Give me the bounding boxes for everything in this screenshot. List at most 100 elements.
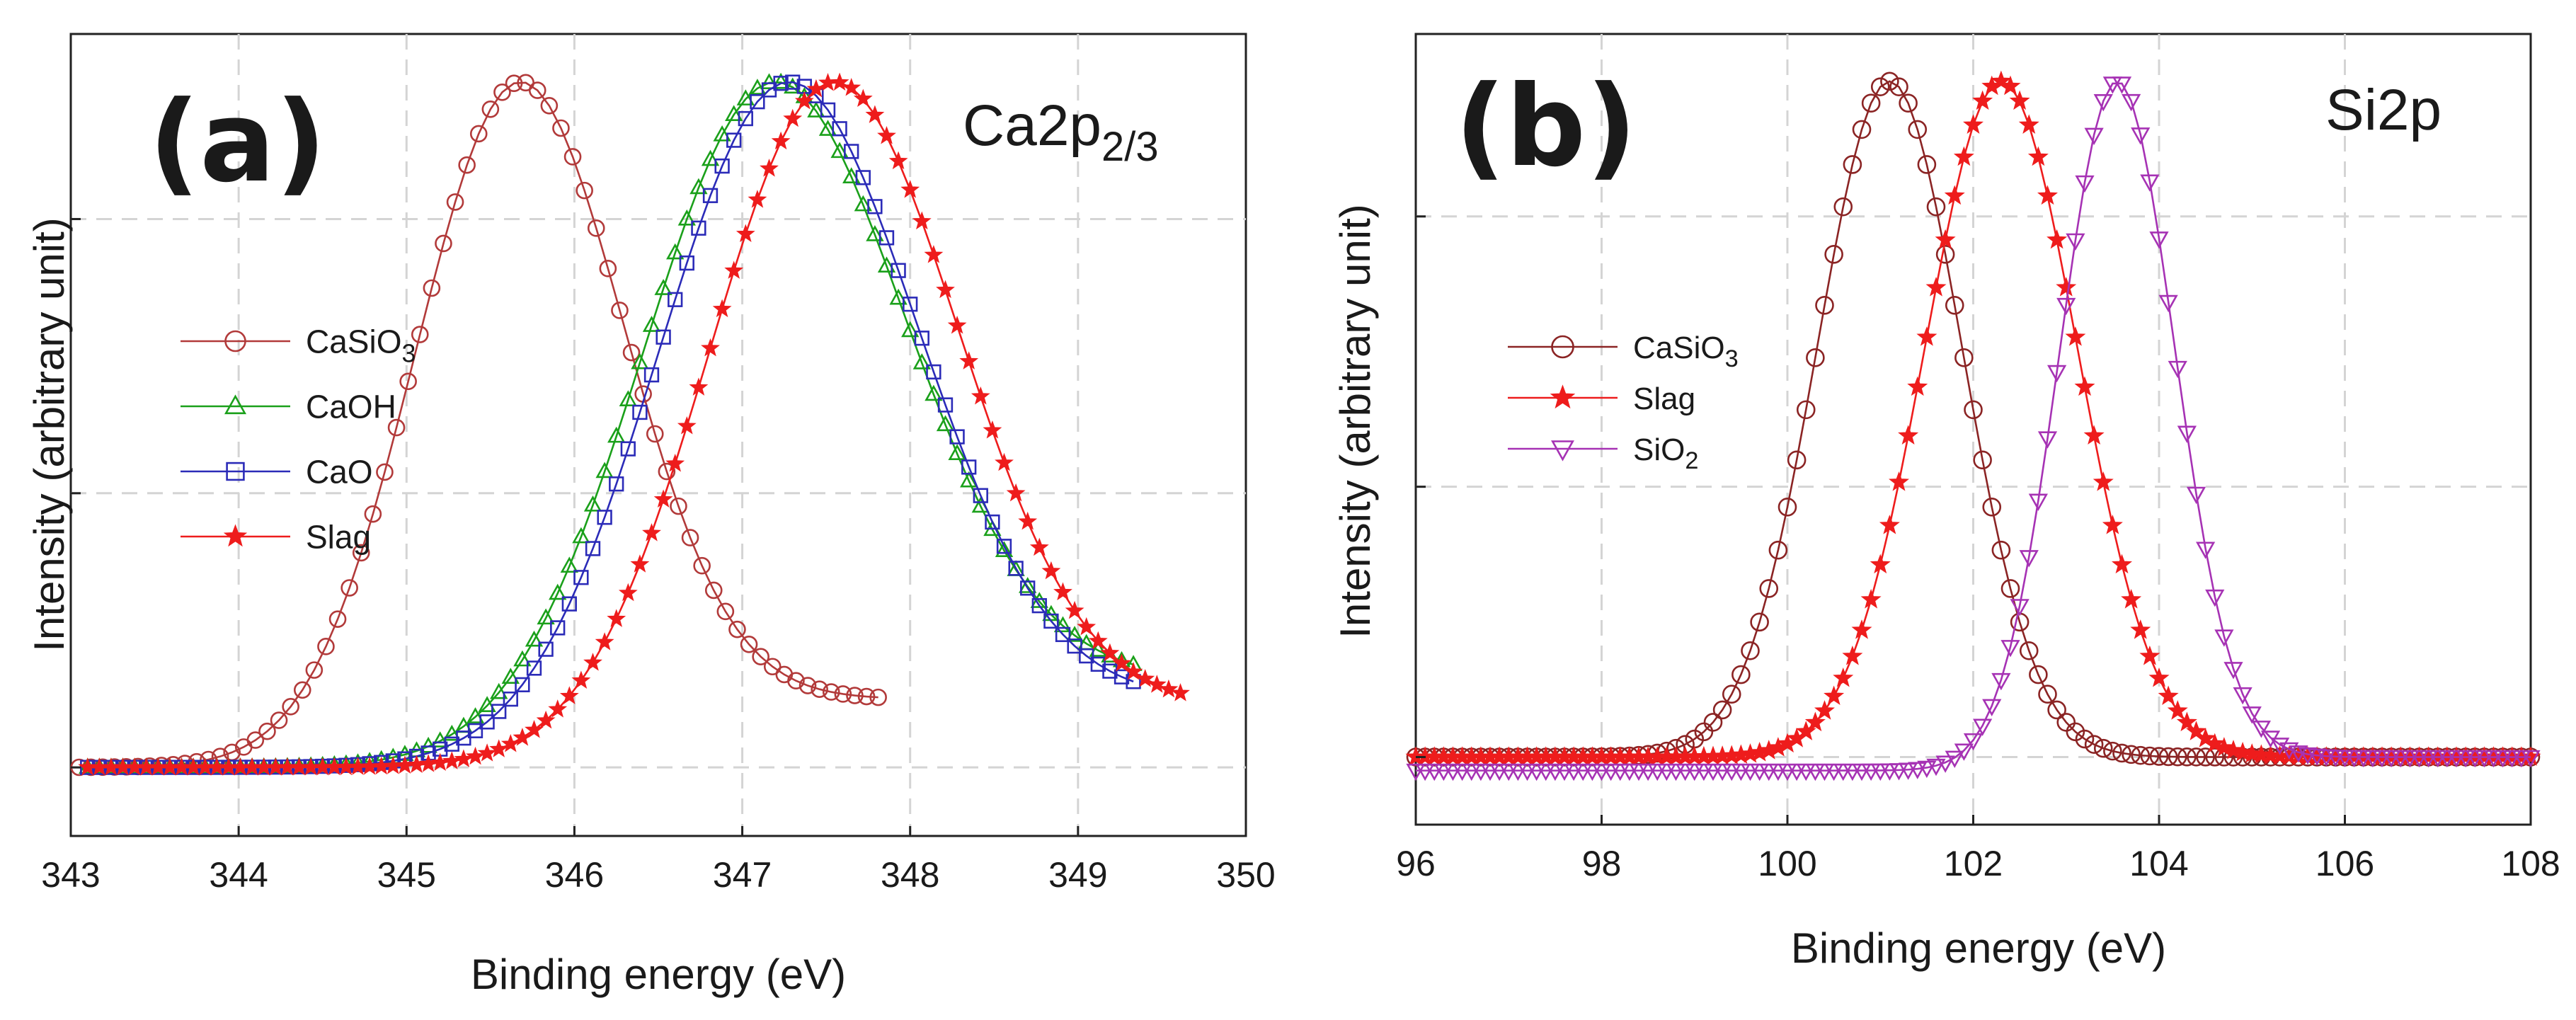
panel-a-plot-frame bbox=[69, 33, 1247, 837]
panel-a-cao-point bbox=[550, 620, 566, 636]
panel-a-cao-point bbox=[714, 158, 730, 174]
panel-a-casio3-point bbox=[505, 74, 523, 93]
panel-b-casio3-point bbox=[2047, 700, 2066, 720]
panel-a-cao-point bbox=[479, 714, 495, 730]
panel-a-slag-point bbox=[642, 523, 661, 541]
panel-b-sio2-point bbox=[1666, 763, 1686, 781]
panel-a-casio3-point bbox=[246, 731, 265, 749]
panel-a-slag-point bbox=[1088, 631, 1108, 650]
panel-a-casio3-point bbox=[458, 156, 476, 174]
panel-a-caoh-point bbox=[784, 77, 802, 94]
panel-a-cao-point bbox=[668, 292, 683, 307]
panel-b-sio2-point bbox=[1638, 763, 1658, 781]
panel-b-legend-marker-slag bbox=[1550, 384, 1576, 409]
panel-b-sio2-point bbox=[1508, 763, 1528, 781]
panel-b-sio2-point bbox=[2446, 750, 2466, 768]
panel-a-cao-point bbox=[1055, 626, 1071, 643]
panel-a-caoh-point bbox=[725, 105, 743, 122]
panel-a-casio3-point bbox=[658, 462, 676, 481]
panel-a-cao-point bbox=[973, 488, 988, 503]
panel-b-slag-point bbox=[1916, 326, 1937, 346]
panel-b-slag-point bbox=[2204, 733, 2226, 753]
panel-a-slag-point bbox=[853, 88, 873, 108]
panel-b-curves bbox=[1405, 70, 2541, 781]
panel-a-slag-point bbox=[1147, 675, 1167, 693]
panel-b-sio2-point bbox=[2075, 175, 2095, 193]
panel-a-caoh-point bbox=[549, 583, 567, 600]
panel-b-casio3-point bbox=[1954, 348, 1974, 367]
panel-a-slag-point bbox=[783, 108, 803, 127]
panel-a-casio3-point bbox=[340, 579, 358, 597]
panel-b-sio2-point bbox=[1462, 763, 1482, 781]
panel-a-title-main: Ca2p bbox=[963, 93, 1101, 158]
panel-b-casio3-point bbox=[2177, 747, 2197, 767]
panel-a-slag-point bbox=[571, 670, 591, 689]
panel-a-slag-point bbox=[724, 260, 744, 279]
panel-a-legend-item-caoh: CaOH bbox=[181, 389, 396, 425]
panel-a-caoh-point bbox=[466, 707, 485, 723]
panel-a-caoh-point bbox=[642, 316, 661, 332]
panel-b-slag-point bbox=[1824, 685, 1845, 706]
panel-a-cao-point bbox=[844, 144, 859, 159]
panel-b-sio2-point bbox=[1489, 763, 1509, 781]
panel-a-title: Ca2p2/3 bbox=[963, 93, 1159, 170]
panel-b-casio3-point bbox=[2168, 747, 2187, 767]
panel-a-slag-point bbox=[489, 739, 509, 757]
panel-a-x-tick-label: 348 bbox=[881, 855, 939, 895]
panel-b-slag-point bbox=[2121, 589, 2142, 609]
panel-b-slag-point bbox=[2148, 667, 2170, 687]
panel-b-slag-point bbox=[2214, 737, 2235, 757]
panel-b-casio3-point bbox=[1731, 665, 1751, 684]
panel-b-casio3-point bbox=[1759, 579, 1779, 598]
panel-a-casio3-point bbox=[563, 148, 582, 166]
panel-a-x-ticks: 343 344 345 346 347 348 349 350 bbox=[41, 826, 1276, 895]
panel-b-sio2-point bbox=[2502, 750, 2522, 768]
panel-a-slag-point bbox=[1159, 679, 1179, 698]
panel-b-slag-point bbox=[1879, 515, 1900, 534]
panel-a-legend-label-main: Slag bbox=[306, 519, 371, 556]
panel-b-casio3-point bbox=[2112, 743, 2131, 763]
panel-b-sio2-point bbox=[2186, 486, 2206, 505]
panel-b-sio2-point bbox=[1778, 763, 1797, 781]
panel-b-sio2-point bbox=[1424, 763, 1444, 781]
panel-b-sio2-point bbox=[2483, 750, 2504, 768]
panel-a-slag-point bbox=[1123, 662, 1143, 680]
panel-a-slag-point bbox=[1171, 683, 1190, 701]
panel-b-sio2-point bbox=[1926, 758, 1946, 777]
panel-a-slag-point bbox=[477, 743, 497, 762]
panel-a-casio3-point bbox=[540, 96, 559, 115]
panel-a-caoh-point bbox=[583, 495, 602, 512]
panel-a-casio3-point bbox=[446, 193, 464, 211]
panel-b-sio2-point bbox=[2093, 93, 2113, 112]
panel-b-slag-point bbox=[1814, 700, 1835, 720]
panel-a-slag-point bbox=[1112, 653, 1131, 672]
panel-a-caoh-point bbox=[560, 556, 578, 573]
panel-b-sio2-point bbox=[1610, 763, 1630, 781]
panel-b-sio2-point bbox=[1694, 763, 1714, 781]
panel-a-slag-point bbox=[607, 609, 626, 627]
panel-b-sio2-point bbox=[1582, 763, 1602, 781]
panel-b-sio2-point bbox=[1824, 763, 1844, 781]
panel-b-sio2-point bbox=[1740, 763, 1761, 781]
panel-b-slag-point bbox=[2176, 711, 2197, 732]
panel-a-slag-point bbox=[1053, 582, 1072, 601]
panel-a-x-tick-label: 349 bbox=[1048, 855, 1107, 895]
panel-a-x-tick-label: 347 bbox=[713, 855, 772, 895]
panel-b-sio2-point bbox=[2409, 750, 2429, 768]
panel-a-casio3-point bbox=[611, 302, 629, 319]
panel-b-casio3-point bbox=[1917, 155, 1937, 174]
panel-a-legend-marker-casio3 bbox=[224, 330, 246, 353]
panel-a-slag-point bbox=[1029, 537, 1049, 556]
panel-a-slag-point bbox=[536, 710, 556, 729]
panel-a-cao-point bbox=[1008, 561, 1024, 576]
panel-a-cao-point bbox=[1114, 669, 1130, 684]
panel-a-cao-point bbox=[632, 404, 648, 420]
panel-b-slag-point bbox=[1804, 711, 1826, 732]
panel-b-casio3-point bbox=[1712, 700, 1732, 720]
panel-b-x-tick-label: 108 bbox=[2501, 844, 2560, 883]
panel-b-sio2-point bbox=[2140, 174, 2160, 192]
panel-b-sio2-point bbox=[1703, 763, 1723, 781]
panel-b-slag-point bbox=[2000, 75, 2021, 96]
panel-a-slag-point bbox=[583, 653, 602, 671]
panel-a-casio3-point bbox=[599, 260, 617, 277]
